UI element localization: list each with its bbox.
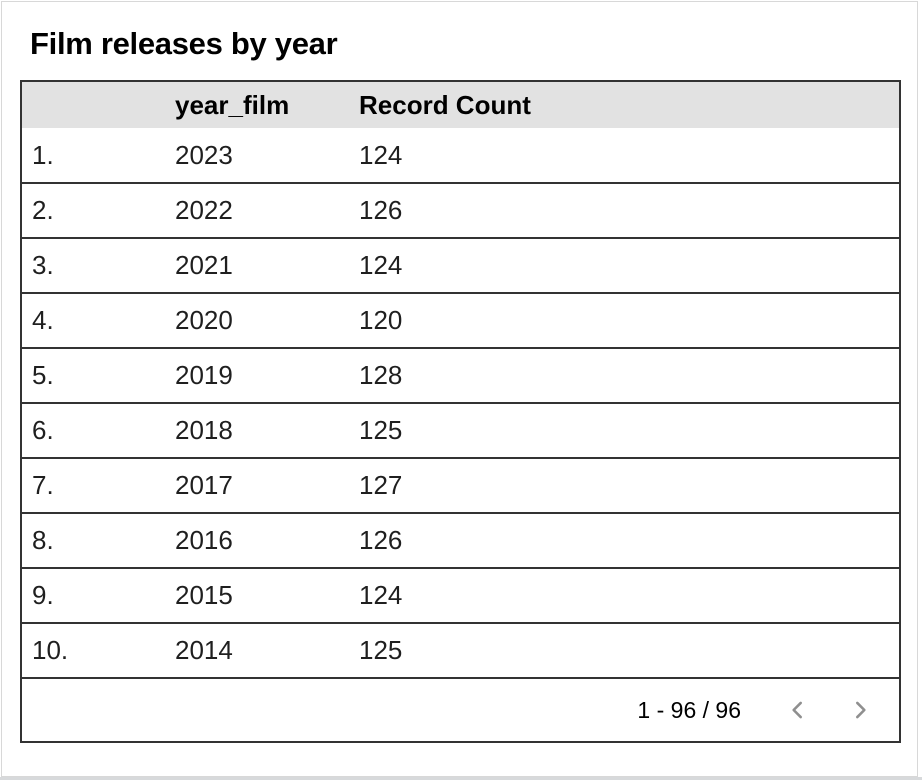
row-number-cell: 3. xyxy=(32,250,54,280)
previous-page-button[interactable] xyxy=(785,697,811,723)
record-count-cell: 125 xyxy=(359,415,403,445)
record-count-cell: 125 xyxy=(359,635,403,665)
record-count-cell: 124 xyxy=(359,580,403,610)
pagination: 1 - 96 / 96 xyxy=(22,697,899,724)
row-number-cell: 8. xyxy=(32,525,54,555)
year-film-cell: 2021 xyxy=(175,250,233,280)
year-film-cell: 2017 xyxy=(175,470,233,500)
record-count-cell: 126 xyxy=(359,195,403,225)
chevron-left-icon xyxy=(785,697,811,723)
record-count-cell: 124 xyxy=(359,139,403,170)
year-film-cell: 2023 xyxy=(175,139,233,170)
record-count-cell: 128 xyxy=(359,360,403,390)
next-page-button[interactable] xyxy=(847,697,873,723)
table-row: 3. 2021 124 xyxy=(21,238,900,293)
chart-title: Film releases by year xyxy=(30,26,338,61)
data-table: year_film Record Count 1. 2023 124 2. 20… xyxy=(20,80,901,743)
record-count-cell: 120 xyxy=(359,305,403,335)
bottom-edge-strip xyxy=(0,777,922,780)
data-table-container: year_film Record Count 1. 2023 124 2. 20… xyxy=(20,80,901,743)
row-number-cell: 7. xyxy=(32,470,54,500)
year-film-cell: 2020 xyxy=(175,305,233,335)
row-number-cell: 9. xyxy=(32,580,54,610)
column-header-index xyxy=(21,81,159,128)
table-row: 2. 2022 126 xyxy=(21,183,900,238)
row-number-cell: 10. xyxy=(32,635,69,665)
year-film-cell: 2019 xyxy=(175,360,233,390)
year-film-cell: 2018 xyxy=(175,415,233,445)
row-number-cell: 4. xyxy=(32,305,54,335)
record-count-cell: 126 xyxy=(359,525,403,555)
column-header-record-count[interactable]: Record Count xyxy=(359,89,531,120)
table-body: 1. 2023 124 2. 2022 126 3. 2021 124 4. 2… xyxy=(21,128,900,678)
table-row: 4. 2020 120 xyxy=(21,293,900,348)
pagination-range-label: 1 - 96 / 96 xyxy=(637,696,741,723)
record-count-cell: 127 xyxy=(359,470,403,500)
table-row: 10. 2014 125 xyxy=(21,623,900,678)
year-film-cell: 2015 xyxy=(175,580,233,610)
table-footer: 1 - 96 / 96 xyxy=(21,678,900,742)
year-film-cell: 2014 xyxy=(175,635,233,665)
row-number-cell: 6. xyxy=(32,415,54,445)
table-row: 9. 2015 124 xyxy=(21,568,900,623)
row-number-cell: 5. xyxy=(32,360,54,390)
table-row: 7. 2017 127 xyxy=(21,458,900,513)
chevron-right-icon xyxy=(847,697,873,723)
column-header-year-film[interactable]: year_film xyxy=(175,89,290,120)
table-row: 6. 2018 125 xyxy=(21,403,900,458)
row-number-cell: 2. xyxy=(32,195,54,225)
pagination-row: 1 - 96 / 96 xyxy=(21,678,900,742)
table-row: 8. 2016 126 xyxy=(21,513,900,568)
table-header: year_film Record Count xyxy=(21,81,900,128)
year-film-cell: 2016 xyxy=(175,525,233,555)
year-film-cell: 2022 xyxy=(175,195,233,225)
row-number-cell: 1. xyxy=(32,139,54,170)
table-row: 1. 2023 124 xyxy=(21,128,900,183)
table-row: 5. 2019 128 xyxy=(21,348,900,403)
table-header-row: year_film Record Count xyxy=(21,81,900,128)
record-count-cell: 124 xyxy=(359,250,403,280)
